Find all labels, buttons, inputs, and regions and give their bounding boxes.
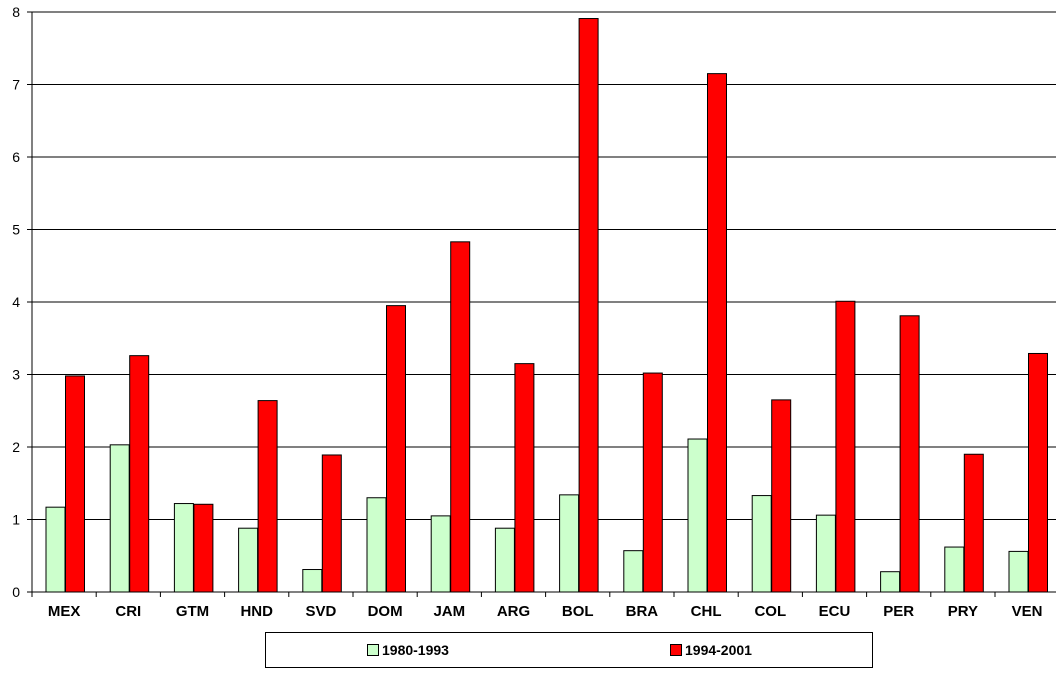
bar-hnd-series-1 (238, 527, 259, 593)
bars (45, 18, 1048, 593)
x-axis-category-labels: MEX CRI GTM HND SVD DOM JAM ARG BOL BRA CHL COL ECU P… (31, 592, 1043, 620)
bar-jam-series-2 (450, 241, 471, 593)
legend-swatch-series-2 (670, 644, 682, 656)
bar-svd-series-1 (302, 569, 323, 593)
bar-svd-series-2 (321, 454, 342, 593)
legend: 1980-1993 1994-2001 (265, 632, 873, 668)
bar-gtm-series-1 (173, 503, 194, 593)
bar-chl-series-2 (707, 73, 727, 593)
x-category-label: SVD (305, 603, 336, 620)
x-category-label: COL (754, 603, 786, 620)
bar-arg-series-1 (494, 527, 515, 593)
bar-col-series-1 (751, 495, 772, 593)
bar-dom-series-1 (366, 497, 387, 593)
x-category-label: BRA (626, 603, 659, 620)
legend-label-series-1: 1980-1993 (382, 642, 449, 658)
bar-col-series-2 (771, 399, 792, 593)
bar-jam-series-1 (430, 515, 451, 593)
bar-pry-series-2 (963, 453, 984, 593)
bar-per-series-1 (880, 571, 901, 593)
y-axis-tick-labels: 0 1 2 3 4 5 6 7 8 (12, 4, 32, 600)
bar-ecu-series-2 (835, 300, 856, 593)
bar-bra-series-1 (623, 550, 644, 593)
bar-mex-series-1 (45, 506, 66, 593)
x-category-label: CRI (115, 603, 141, 620)
bar-chl-series-1 (687, 438, 708, 593)
bar-mex-series-2 (65, 375, 85, 593)
x-category-label: PRY (948, 603, 978, 620)
bar-pry-series-1 (944, 546, 965, 593)
bar-ecu-series-1 (815, 514, 836, 593)
bar-per-series-2 (899, 315, 920, 593)
y-tick-label: 8 (12, 4, 20, 20)
bar-cri-series-1 (109, 444, 130, 593)
x-category-label: HND (240, 603, 273, 620)
bar-hnd-series-2 (257, 400, 278, 593)
x-category-label: GTM (176, 603, 209, 620)
y-tick-label: 5 (12, 222, 20, 238)
y-tick-label: 4 (12, 294, 20, 310)
legend-item-series-1: 1980-1993 (367, 642, 449, 658)
x-category-label: BOL (562, 603, 594, 620)
x-category-label: ARG (497, 603, 530, 620)
y-tick-label: 6 (12, 149, 20, 165)
bar-cri-series-2 (129, 355, 150, 593)
y-tick-label: 1 (12, 512, 20, 528)
x-category-label: CHL (691, 603, 722, 620)
y-tick-label: 3 (12, 367, 20, 383)
bar-gtm-series-2 (193, 503, 214, 593)
x-category-label: ECU (819, 603, 851, 620)
bar-ven-series-2 (1028, 352, 1048, 593)
bar-arg-series-2 (514, 363, 535, 593)
bar-bra-series-2 (642, 372, 663, 593)
x-category-label: PER (883, 603, 914, 620)
y-tick-label: 2 (12, 439, 20, 455)
y-tick-label: 0 (12, 584, 20, 600)
x-category-label: MEX (48, 603, 81, 620)
legend-item-series-2: 1994-2001 (670, 642, 752, 658)
x-category-label: JAM (433, 603, 465, 620)
x-category-label: VEN (1012, 603, 1043, 620)
legend-label-series-2: 1994-2001 (685, 642, 752, 658)
bar-bol-series-1 (559, 494, 580, 593)
bar-ven-series-1 (1008, 550, 1029, 593)
y-tick-label: 7 (12, 77, 20, 93)
bar-dom-series-2 (386, 305, 406, 593)
gridlines (32, 11, 1056, 520)
legend-swatch-series-1 (367, 644, 379, 656)
x-category-label: DOM (368, 603, 403, 620)
bar-bol-series-2 (578, 18, 599, 593)
